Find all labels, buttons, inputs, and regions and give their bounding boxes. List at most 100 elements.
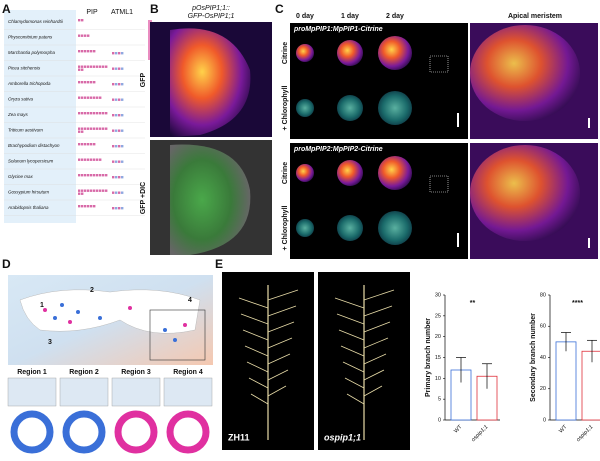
thallus (337, 215, 363, 241)
map-label: 1 (40, 302, 44, 309)
x-tick-label: ospip1;1 (575, 424, 594, 443)
panicle-branch (267, 353, 291, 365)
heat-cell (96, 127, 99, 130)
heat-cell (118, 207, 121, 210)
thallus (378, 211, 412, 245)
image-bg (290, 23, 468, 139)
panel-label: E (215, 257, 223, 271)
heat-cell (102, 174, 105, 177)
heat-cell (96, 158, 99, 161)
genotype-label: ospip1;1 (324, 432, 361, 442)
heat-cell (118, 160, 121, 163)
row-label: + Chlorophyll (282, 205, 289, 250)
heat-cell (93, 189, 96, 192)
heat-cell (96, 189, 99, 192)
panicle-branch (363, 337, 389, 349)
panicle-branch (363, 305, 393, 317)
heat-cell (90, 96, 93, 99)
species-name: Zea mays (7, 112, 29, 117)
meristem-signal (470, 25, 580, 121)
heat-cell (112, 145, 115, 148)
x-tick-label: WT (558, 424, 569, 435)
heat-cell (78, 112, 81, 115)
heat-cell (112, 207, 115, 210)
heat-cell (87, 127, 90, 130)
y-tick-label: 60 (540, 324, 546, 330)
heat-cell (105, 174, 108, 177)
row-label: GFP +DIC (140, 182, 147, 214)
panicle-branch (244, 345, 269, 357)
heat-cell (81, 96, 84, 99)
row-label: GFP (140, 72, 147, 87)
heat-cell (121, 176, 124, 179)
species-name: Chlamydomonas reinhardtii (8, 19, 64, 24)
heat-cell (118, 52, 121, 55)
region-donut (62, 410, 106, 454)
heat-cell (99, 127, 102, 130)
region-donut (114, 410, 158, 454)
panel-label: A (2, 2, 11, 16)
row-label: + Chlorophyll (282, 85, 289, 130)
heat-cell (81, 189, 84, 192)
heat-cell (78, 127, 81, 130)
heat-cell (90, 158, 93, 161)
y-tick-label: 10 (435, 376, 441, 382)
heat-cell (84, 143, 87, 146)
sample-dot (53, 316, 57, 320)
heat-cell (121, 114, 124, 117)
heat-cell (102, 189, 105, 192)
heat-cell (118, 83, 121, 86)
species-name: Solanum lycopersicum (8, 159, 54, 164)
heat-cell (87, 65, 90, 68)
sample-dot (68, 320, 72, 324)
heat-cell (99, 174, 102, 177)
species-name: Gossypium hirsutum (8, 190, 49, 195)
y-tick-label: 25 (435, 313, 441, 319)
heat-cell (90, 65, 93, 68)
construct: proMpPIP2:MpPIP2-Citrine (293, 146, 383, 153)
heat-cell (90, 50, 93, 53)
sample-dot (183, 323, 187, 327)
thallus (337, 40, 363, 66)
zoom-box (429, 175, 449, 193)
heat-cell (93, 127, 96, 130)
heat-cell (112, 129, 115, 132)
heat-cell (90, 127, 93, 130)
y-tick-label: 0 (438, 417, 441, 423)
heat-cell (87, 158, 90, 161)
heat-cell (93, 158, 96, 161)
heat-cell (87, 81, 90, 84)
species-name: Physcomitrium patens (8, 35, 53, 40)
species-column (4, 10, 76, 223)
x-tick-label: WT (453, 424, 464, 435)
thallus (378, 156, 412, 190)
heat-cell (99, 96, 102, 99)
column-header: Apical meristem (508, 13, 562, 20)
heat-cell (118, 145, 121, 148)
thallus (296, 44, 314, 62)
heat-cell (115, 129, 118, 132)
region-donut (10, 410, 54, 454)
region-box (149, 309, 206, 361)
heat-cell (78, 158, 81, 161)
heat-cell (87, 112, 90, 115)
bar (555, 341, 577, 421)
panicle-branch (344, 377, 365, 389)
panicle-branch (340, 345, 365, 357)
heat-cell (121, 207, 124, 210)
panicle-branch (248, 377, 269, 389)
heat-cell (96, 174, 99, 177)
construct: proMpPIP1:MpPIP1-Citrine (293, 26, 383, 33)
species-name: Triticum aestivum (8, 128, 43, 133)
significance: **** (572, 300, 583, 307)
heat-cell (84, 189, 87, 192)
heat-cell (78, 96, 81, 99)
heat-cell (93, 143, 96, 146)
heat-cell (87, 189, 90, 192)
panicle-branch (342, 361, 365, 373)
panicle-branch (363, 385, 383, 397)
heat-cell (84, 127, 87, 130)
sample-dot (76, 310, 80, 314)
panicle-branch (267, 321, 295, 333)
heat-cell (121, 67, 124, 70)
